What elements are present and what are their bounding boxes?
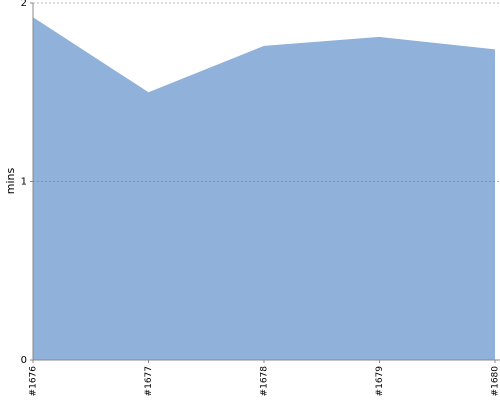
x-tick-label: #1678 (260, 366, 270, 397)
y-axis-label: mins (4, 167, 17, 194)
y-tick-label: 2 (21, 0, 27, 9)
x-tick-label: #1677 (144, 366, 154, 396)
x-tick-label: #1676 (29, 366, 39, 397)
area (33, 17, 495, 361)
y-tick-label: 1 (21, 177, 27, 188)
x-tick-label: #1680 (491, 366, 500, 397)
x-tick-label: #1679 (375, 366, 385, 397)
y-tick-label: 0 (21, 355, 27, 366)
